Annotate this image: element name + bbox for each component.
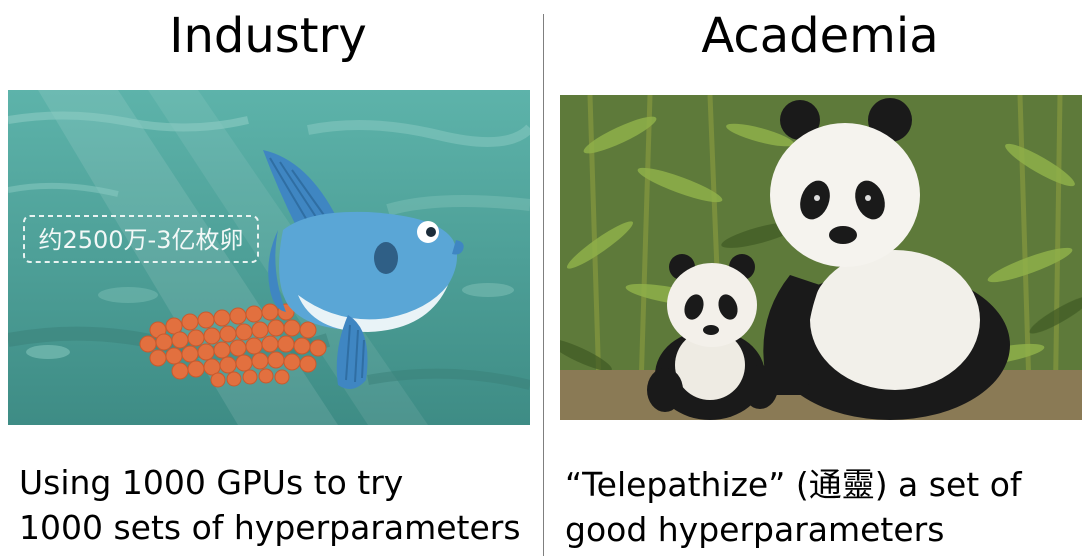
academia-caption: “Telepathize” (通靈) a set of good hyperpa… <box>565 462 1022 552</box>
sunfish-illustration: 约2500万-3亿枚卵 <box>8 90 530 425</box>
academia-title: Academia <box>560 6 1080 66</box>
academia-caption-line-1: “Telepathize” (通靈) a set of <box>565 462 1022 507</box>
egg-count-label: 约2500万-3亿枚卵 <box>38 226 243 254</box>
column-divider <box>543 14 544 556</box>
industry-caption-line-2: 1000 sets of hyperparameters <box>19 505 521 550</box>
industry-caption-line-1: Using 1000 GPUs to try <box>19 460 521 505</box>
industry-title: Industry <box>8 6 528 66</box>
panda-photo <box>560 95 1082 420</box>
academia-caption-line-2: good hyperparameters <box>565 507 1022 552</box>
industry-caption: Using 1000 GPUs to try 1000 sets of hype… <box>19 460 521 550</box>
